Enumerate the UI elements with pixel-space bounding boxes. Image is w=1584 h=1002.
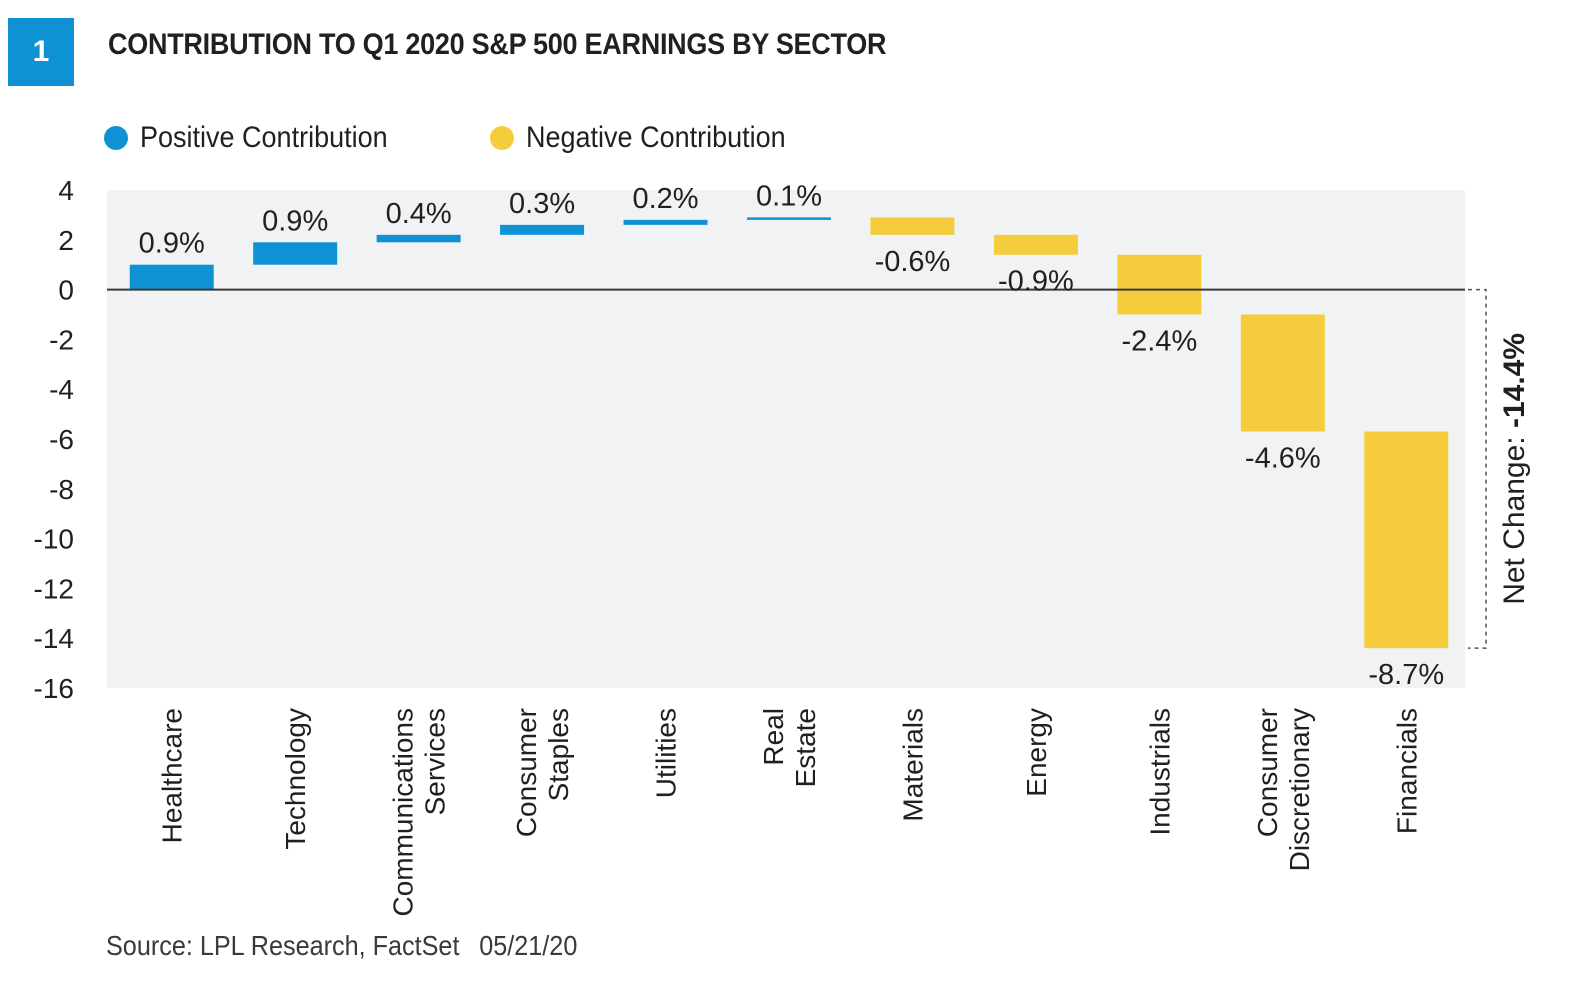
source-note: Source: LPL Research, FactSet 05/21/20 xyxy=(106,930,577,962)
data-label: 0.9% xyxy=(262,205,328,237)
y-tick-label: -14 xyxy=(34,623,74,654)
x-tick-label: Real Estate xyxy=(758,708,821,787)
y-tick-label: -2 xyxy=(49,324,74,355)
bar-utilities xyxy=(623,219,708,225)
x-tick-label: Industrials xyxy=(1144,708,1175,836)
x-tick-label: Communications Services xyxy=(388,708,451,917)
figure-number-badge: 1 xyxy=(8,18,74,86)
y-tick-label: -6 xyxy=(49,424,74,455)
x-tick-label: Technology xyxy=(280,708,311,850)
x-tick-label-line: Utilities xyxy=(651,708,682,798)
chart-title: CONTRIBUTION TO Q1 2020 S&P 500 EARNINGS… xyxy=(108,28,887,61)
legend-negative-swatch xyxy=(490,126,514,150)
x-tick-label-line: Healthcare xyxy=(157,708,188,843)
source-date: 05/21/20 xyxy=(479,930,578,961)
y-tick-label: -12 xyxy=(34,573,74,604)
x-tick-label-line: Energy xyxy=(1021,708,1052,797)
y-tick-label: 2 xyxy=(58,225,74,256)
data-label: 0.2% xyxy=(632,183,698,215)
data-labels: 0.9% 0.9% 0.4% 0.3% 0.2% 0.1% -0.6% -0.9% -2.4% -… xyxy=(139,180,1444,691)
x-tick-label: Financials xyxy=(1391,708,1422,834)
data-label: -4.6% xyxy=(1245,443,1321,475)
data-label: 0.3% xyxy=(509,188,575,220)
x-tick-label-line: Staples xyxy=(543,708,574,801)
data-label: 0.9% xyxy=(139,228,205,260)
data-label: -0.9% xyxy=(998,266,1074,298)
x-axis: Healthcare Technology Communications Servic… xyxy=(157,708,1423,917)
x-tick-label-line: Technology xyxy=(280,708,311,850)
bar-healthcare xyxy=(129,264,214,290)
x-tick-label: Healthcare xyxy=(157,708,188,843)
bar-materials xyxy=(870,217,955,235)
y-tick-label: -16 xyxy=(34,673,74,704)
bar-consumer-staples xyxy=(500,224,585,235)
y-tick-label: -10 xyxy=(34,524,74,555)
y-tick-label: 0 xyxy=(58,275,74,306)
data-label: 0.1% xyxy=(756,180,822,212)
legend-negative-label: Negative Contribution xyxy=(526,121,786,154)
bar-industrials xyxy=(1117,254,1202,315)
bar-financials xyxy=(1364,431,1449,649)
net-change-value: -14.4% xyxy=(1498,333,1531,428)
legend-negative: Negative Contribution xyxy=(490,118,815,158)
x-tick-label: Utilities xyxy=(651,708,682,798)
x-tick-label-line: Materials xyxy=(897,708,928,822)
bar-consumer-discretionary xyxy=(1240,314,1325,432)
source-text: Source: LPL Research, FactSet xyxy=(106,930,460,961)
legend-positive: Positive Contribution xyxy=(104,118,415,158)
x-tick-label-line: Estate xyxy=(790,708,821,787)
x-tick-label-line: Consumer xyxy=(511,708,542,837)
data-label: -2.4% xyxy=(1121,326,1197,358)
x-tick-label: Energy xyxy=(1021,708,1052,797)
x-tick-label: Consumer Discretionary xyxy=(1252,708,1315,871)
bar-real-estate xyxy=(747,217,831,220)
y-tick-label: -8 xyxy=(49,474,74,505)
x-tick-label-line: Consumer xyxy=(1252,708,1283,837)
plot-area xyxy=(107,190,1465,688)
legend-positive-label: Positive Contribution xyxy=(140,121,388,154)
x-tick-label: Materials xyxy=(897,708,928,822)
net-change-annotation: Net Change: -14.4% xyxy=(1468,288,1531,649)
x-tick-label-line: Communications xyxy=(388,708,419,917)
data-label: -0.6% xyxy=(875,246,951,278)
bars xyxy=(129,217,1449,649)
data-label: 0.4% xyxy=(386,198,452,230)
data-label: -8.7% xyxy=(1368,659,1444,691)
x-tick-label-line: Services xyxy=(420,708,451,815)
x-tick-label-line: Financials xyxy=(1391,708,1422,834)
y-axis: 4 2 0 -2 -4 -6 -8 -10 -12 -14 -16 xyxy=(34,175,74,704)
x-tick-label: Consumer Staples xyxy=(511,708,574,837)
x-tick-label-line: Industrials xyxy=(1144,708,1175,836)
y-tick-label: -4 xyxy=(49,374,74,405)
net-change-label: Net Change: -14.4% xyxy=(1498,333,1531,605)
bar-energy xyxy=(993,234,1078,255)
y-tick-label: 4 xyxy=(58,175,74,206)
x-tick-label-line: Real xyxy=(758,708,789,766)
bar-technology xyxy=(253,242,338,265)
net-change-prefix: Net Change: xyxy=(1498,428,1531,605)
bar-communications-services xyxy=(376,234,461,243)
legend-positive-swatch xyxy=(104,126,128,150)
x-tick-label-line: Discretionary xyxy=(1284,708,1315,871)
net-change-bracket xyxy=(1468,288,1487,649)
